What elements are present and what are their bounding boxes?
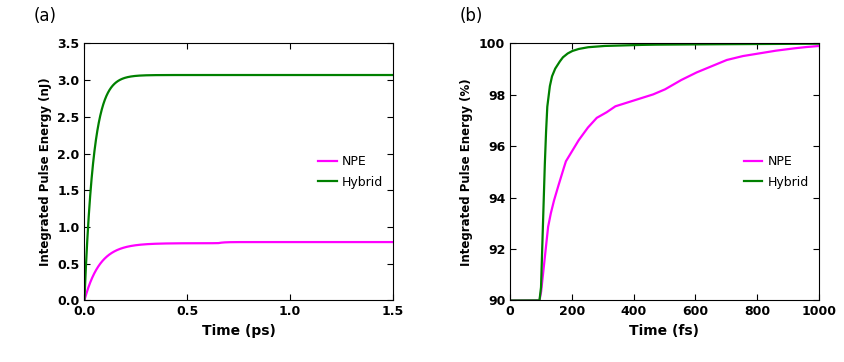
NPE <box>79 298 89 303</box>
NPE <box>808 44 818 49</box>
NPE <box>211 241 221 245</box>
NPE <box>349 240 359 244</box>
Hybrid <box>381 73 392 77</box>
NPE <box>814 44 824 48</box>
Line: NPE: NPE <box>84 242 393 300</box>
NPE <box>505 298 515 303</box>
X-axis label: Time (ps): Time (ps) <box>202 324 276 338</box>
Y-axis label: Integrated Pulse Energy (nJ): Integrated Pulse Energy (nJ) <box>39 77 51 266</box>
NPE <box>197 241 208 245</box>
NPE <box>774 48 784 52</box>
Hybrid <box>774 42 784 46</box>
Hybrid <box>133 73 143 78</box>
Legend: NPE, Hybrid: NPE, Hybrid <box>314 151 387 193</box>
Line: NPE: NPE <box>510 46 819 300</box>
Hybrid <box>387 73 398 77</box>
NPE <box>624 100 634 104</box>
Hybrid <box>636 43 647 47</box>
Hybrid <box>808 42 818 46</box>
Hybrid <box>814 42 824 46</box>
Hybrid <box>349 73 359 77</box>
Hybrid <box>79 298 89 303</box>
NPE <box>381 240 392 244</box>
NPE <box>636 96 647 100</box>
NPE <box>115 247 125 251</box>
Hybrid <box>115 78 125 82</box>
Hybrid <box>624 43 634 47</box>
Hybrid <box>540 147 550 152</box>
NPE <box>388 240 398 244</box>
Hybrid <box>505 298 515 303</box>
Text: (b): (b) <box>459 7 483 25</box>
Line: Hybrid: Hybrid <box>84 75 393 300</box>
Hybrid <box>197 73 208 77</box>
Hybrid <box>211 73 221 77</box>
Hybrid <box>559 55 569 59</box>
Text: (a): (a) <box>34 7 57 25</box>
NPE <box>559 166 569 171</box>
NPE <box>540 250 550 254</box>
Hybrid <box>388 73 398 77</box>
Line: Hybrid: Hybrid <box>510 44 819 300</box>
NPE <box>133 243 143 247</box>
X-axis label: Time (fs): Time (fs) <box>630 324 700 338</box>
Legend: NPE, Hybrid: NPE, Hybrid <box>740 151 813 193</box>
Y-axis label: Integrated Pulse Energy (%): Integrated Pulse Energy (%) <box>461 78 473 266</box>
